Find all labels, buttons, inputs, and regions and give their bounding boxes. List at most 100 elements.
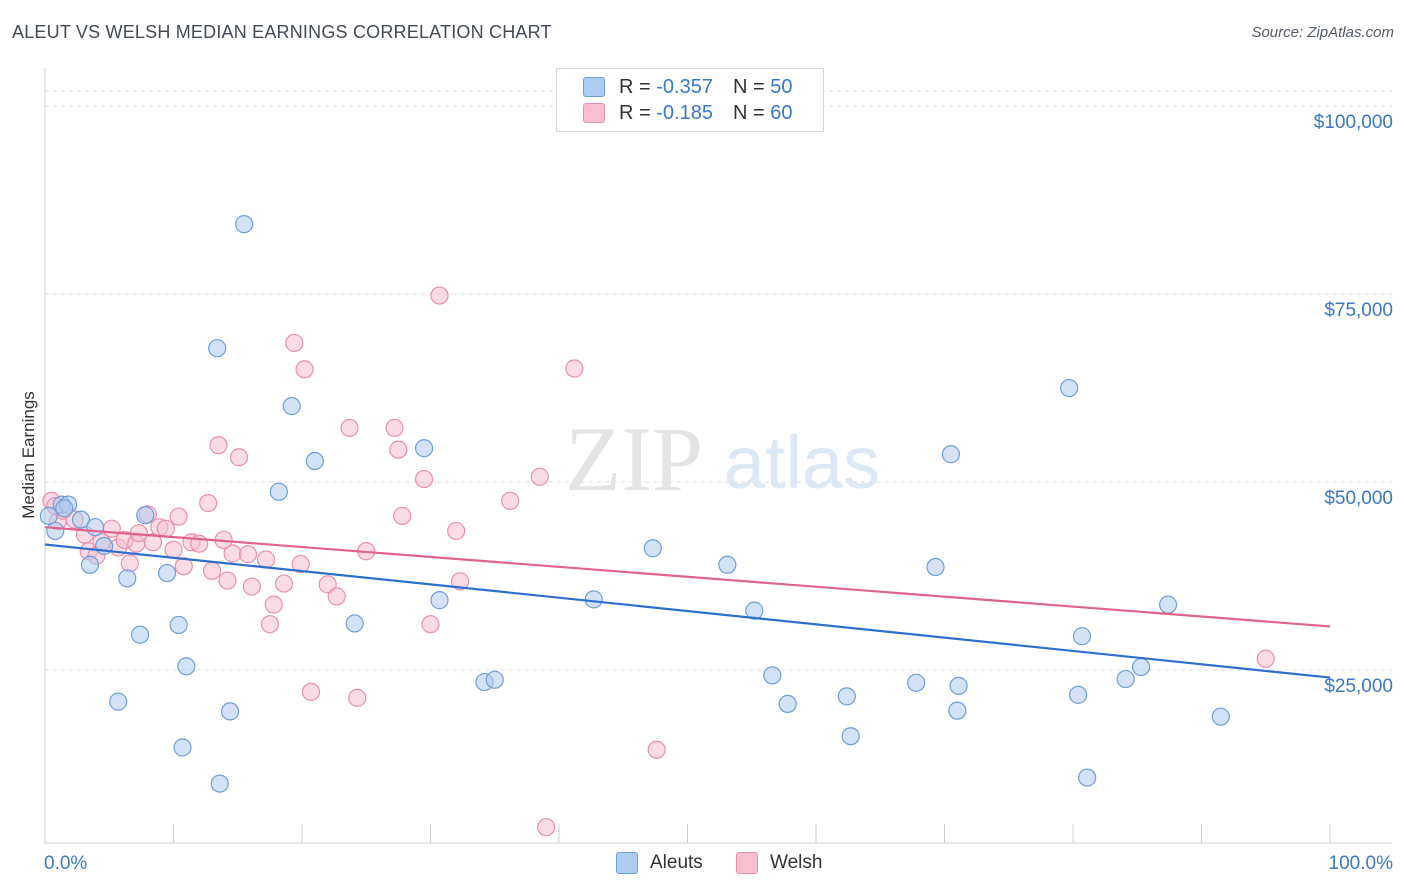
welsh-point-54 <box>537 818 556 837</box>
welsh-point-55 <box>565 359 584 378</box>
welsh-point-23 <box>199 494 218 513</box>
aleut-point-40 <box>949 676 968 695</box>
welsh-point-40 <box>327 587 346 606</box>
x-tick-label-start: 0.0% <box>44 853 87 874</box>
aleut-point-19 <box>235 215 254 234</box>
aleut-point-38 <box>941 445 961 464</box>
aleut-point-33 <box>778 694 797 713</box>
welsh-label: Welsh <box>770 852 823 873</box>
aleut-point-42 <box>1069 685 1088 704</box>
trend-lines <box>44 526 1331 679</box>
aleut-point-9 <box>109 692 128 711</box>
welsh-point-34 <box>274 574 294 593</box>
aleut-point-1 <box>46 521 65 541</box>
aleut-point-32 <box>763 666 782 685</box>
welsh-point-37 <box>295 360 314 379</box>
welsh-point-45 <box>389 440 408 459</box>
aleut-point-49 <box>55 499 74 518</box>
y-tick-label-1: $50,000 <box>1324 488 1393 509</box>
aleut-point-37 <box>926 557 945 577</box>
aleut-point-14 <box>173 738 192 757</box>
aleut-point-17 <box>210 774 229 793</box>
aleut-point-31 <box>745 601 764 620</box>
welsh-point-41 <box>340 418 359 438</box>
aleut-point-41 <box>1060 378 1079 398</box>
aleut-point-43 <box>1072 627 1092 646</box>
aleut-point-8 <box>118 569 137 588</box>
x-tick-labels: 0.0% 100.0% <box>44 853 1393 874</box>
source-label: Source: ZipAtlas.com <box>1251 24 1394 41</box>
welsh-point-17 <box>156 519 175 538</box>
welsh-r-value: -0.185 <box>656 101 713 124</box>
welsh-point-36 <box>291 554 310 574</box>
aleut-n-label: N = <box>732 75 771 98</box>
welsh-point-48 <box>421 615 440 634</box>
aleut-point-13 <box>169 615 188 635</box>
legend-item-aleuts[interactable]: Aleuts <box>616 852 703 874</box>
aleut-point-20 <box>269 482 288 501</box>
welsh-point-46 <box>393 506 412 525</box>
watermark-zip: ZIP <box>565 408 703 510</box>
welsh-point-39 <box>318 575 337 594</box>
aleut-point-45 <box>1116 669 1135 689</box>
aleut-point-12 <box>157 563 177 583</box>
correlation-legend: R = -0.357 N = 50 R = -0.185 N = 60 <box>556 68 824 132</box>
aleut-point-24 <box>414 439 434 458</box>
aleut-point-35 <box>841 727 860 746</box>
aleut-point-47 <box>1158 595 1178 614</box>
aleut-r-value: -0.357 <box>656 75 713 98</box>
aleut-point-25 <box>430 591 449 610</box>
welsh-n-value: 60 <box>770 101 793 124</box>
aleut-point-21 <box>282 397 301 416</box>
welsh-point-49 <box>430 286 449 305</box>
legend-row-aleut: R = -0.357 N = 50 <box>583 74 792 100</box>
welsh-point-32 <box>260 615 279 634</box>
legend-item-welsh[interactable]: Welsh <box>736 852 822 874</box>
welsh-point-57 <box>1256 649 1275 668</box>
aleut-point-29 <box>643 539 662 558</box>
aleut-point-4 <box>71 510 91 529</box>
y-tick-labels: $25,000 $50,000 $75,000 $100,000 <box>1314 112 1393 697</box>
welsh-point-42 <box>348 688 367 707</box>
legend-row-welsh: R = -0.185 N = 60 <box>583 100 792 126</box>
welsh-point-31 <box>256 550 276 569</box>
aleut-point-30 <box>718 555 737 574</box>
welsh-point-15 <box>143 533 163 552</box>
welsh-point-29 <box>238 545 258 564</box>
welsh-point-28 <box>229 448 249 467</box>
aleut-point-22 <box>305 451 324 471</box>
welsh-point-35 <box>285 333 304 353</box>
y-tick-label-2: $75,000 <box>1324 300 1393 321</box>
welsh-point-18 <box>164 540 183 559</box>
aleut-r-label: R = <box>619 75 657 98</box>
aleut-n-value: 50 <box>770 75 793 98</box>
aleut-point-46 <box>1132 657 1151 677</box>
welsh-point-51 <box>450 572 470 591</box>
y-tick-label-0: $25,000 <box>1324 676 1393 697</box>
aleut-point-27 <box>485 670 504 689</box>
welsh-trend-line <box>44 526 1331 628</box>
welsh-point-33 <box>264 595 283 614</box>
aleut-point-34 <box>837 687 856 706</box>
welsh-n-label: N = <box>732 101 771 124</box>
aleut-point-15 <box>177 657 196 676</box>
aleut-point-11 <box>136 506 155 525</box>
aleut-point-5 <box>80 555 100 574</box>
x-tick-label-end: 100.0% <box>1329 853 1394 874</box>
aleut-point-28 <box>584 590 603 609</box>
aleut-point-16 <box>208 339 227 358</box>
welsh-point-56 <box>647 740 666 759</box>
aleuts-label: Aleuts <box>650 852 703 873</box>
aleut-point-44 <box>1078 768 1097 787</box>
aleut-point-23 <box>345 614 364 633</box>
aleut-points <box>39 215 1230 793</box>
welsh-point-44 <box>385 418 404 438</box>
aleut-trend-line <box>44 543 1331 679</box>
welsh-point-26 <box>218 571 237 590</box>
aleut-point-39 <box>948 701 967 720</box>
welsh-point-19 <box>169 507 188 526</box>
aleut-point-36 <box>907 673 926 692</box>
y-tick-label-3: $100,000 <box>1314 112 1393 133</box>
watermark: ZIP atlas <box>565 408 880 510</box>
